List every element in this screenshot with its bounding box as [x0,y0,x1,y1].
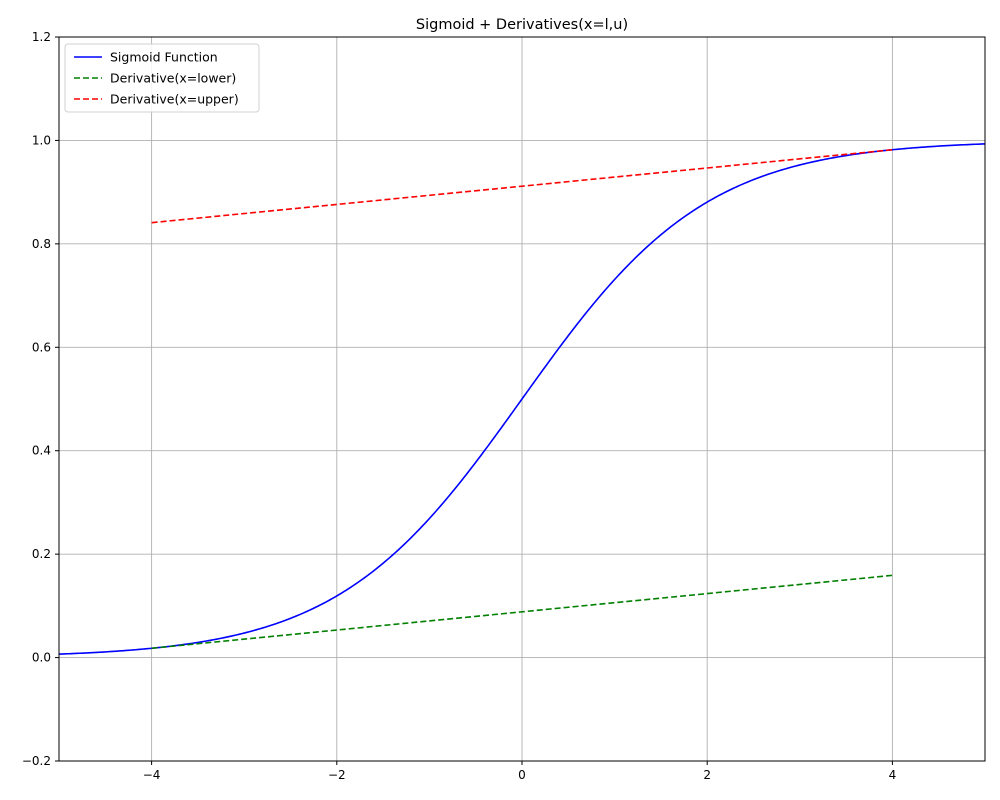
ticks-layer: −4 −2 0 2 4 −0.2 0.0 0.2 0.4 0.6 0.8 1.0 1.2 [22,30,896,782]
y-tick-label: 0.4 [32,444,51,458]
y-tick-label: 1.0 [32,133,51,147]
y-tick-label: 0.6 [32,340,51,354]
legend: Sigmoid Function Derivative(x=lower) Deriv… [64,43,260,113]
x-tick-label: 2 [703,768,711,782]
y-tick-label: 0.0 [32,651,51,665]
series-layer [58,143,986,655]
x-tick-label: 4 [889,768,897,782]
series-line-3 [151,148,893,224]
series-line-1 [58,143,986,655]
y-tick-label: −0.2 [22,754,51,768]
legend-label: Derivative(x=lower) [110,71,236,86]
legend-label: Derivative(x=upper) [110,92,239,107]
y-tick-label: 0.2 [32,547,51,561]
legend-label: Sigmoid Function [110,50,218,65]
x-tick-label: −4 [143,768,161,782]
chart-title: Sigmoid + Derivatives(x=l,u) [416,17,628,33]
x-tick-label: −2 [328,768,346,782]
series-line-2 [151,574,893,650]
x-tick-label: 0 [518,768,526,782]
y-tick-label: 1.2 [32,30,51,44]
y-tick-label: 0.8 [32,237,51,251]
legend-box [64,43,260,113]
